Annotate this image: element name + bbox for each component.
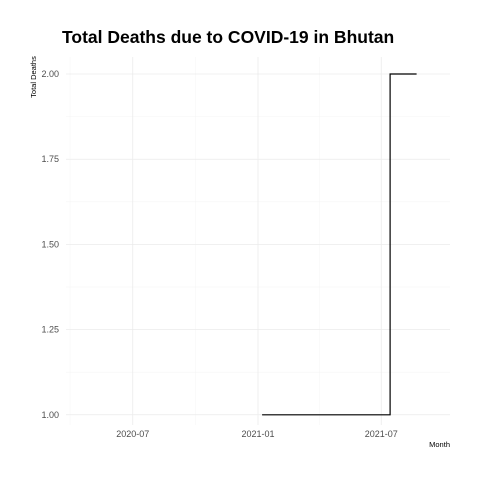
- y-axis-label: Total Deaths: [29, 56, 38, 98]
- y-tick-label: 2.00: [41, 69, 59, 79]
- y-tick-labels: 1.00 1.25 1.50 1.75 2.00: [41, 69, 59, 420]
- y-tick-label: 1.25: [41, 325, 59, 335]
- grid: [66, 57, 450, 425]
- y-tick-label: 1.00: [41, 410, 59, 420]
- y-tick-label: 1.75: [41, 154, 59, 164]
- series-layer: [262, 73, 417, 416]
- chart-title: Total Deaths due to COVID-19 in Bhutan: [62, 27, 394, 47]
- x-axis-label: Month: [429, 440, 450, 449]
- x-tick-label: 2021-07: [365, 429, 398, 439]
- x-tick-labels: 2020-07 2021-01 2021-07: [116, 429, 398, 439]
- x-tick-label: 2020-07: [116, 429, 149, 439]
- series-line: [262, 73, 417, 416]
- y-tick-label: 1.50: [41, 239, 59, 249]
- x-tick-label: 2021-01: [241, 429, 274, 439]
